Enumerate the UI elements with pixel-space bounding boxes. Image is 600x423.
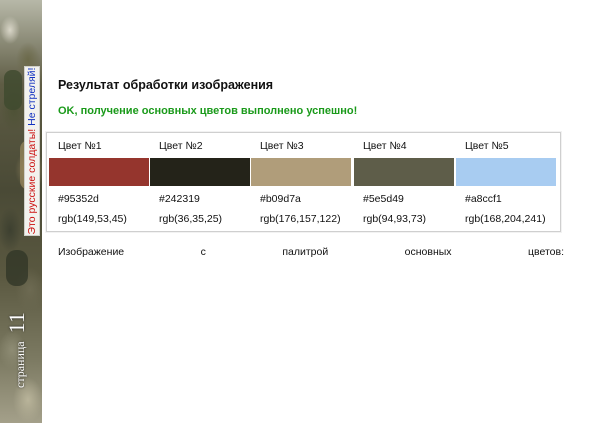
color-rgb: rgb(149,53,45) <box>58 213 127 225</box>
color-label: Цвет №2 <box>159 140 203 152</box>
color-hex: #95352d <box>58 193 99 205</box>
caption-word: цветов: <box>528 246 564 258</box>
caption-word: Изображение <box>58 246 125 258</box>
caption-word: с <box>200 246 206 258</box>
color-swatch <box>150 158 250 186</box>
color-swatch <box>354 158 454 186</box>
color-rgb: rgb(176,157,122) <box>260 213 341 225</box>
status-message: OK, получение основных цветов выполнено … <box>58 105 358 117</box>
page-title: Результат обработки изображения <box>58 78 274 92</box>
color-label: Цвет №4 <box>363 140 407 152</box>
color-swatch <box>49 158 149 186</box>
color-palette-table: Цвет №1 #95352d rgb(149,53,45) Цвет №2 #… <box>46 132 561 232</box>
page-word: страница <box>13 341 27 388</box>
color-label: Цвет №5 <box>465 140 509 152</box>
palette-column-5: Цвет №5 #a8ccf1 rgb(168,204,241) <box>454 133 556 231</box>
page-number: страница 11 <box>4 312 30 388</box>
page-number-value: 11 <box>4 312 29 334</box>
color-rgb: rgb(168,204,241) <box>465 213 546 225</box>
image-caption: Изображение с палитрой основных цветов: <box>58 246 564 258</box>
slogan-part-2: Не стреляй! <box>26 67 38 126</box>
vertical-slogan: Это русские солдаты! Не стреляй! <box>24 66 40 236</box>
side-photo-strip: Это русские солдаты! Не стреляй! страниц… <box>0 0 42 423</box>
color-rgb: rgb(94,93,73) <box>363 213 427 225</box>
caption-word: основных <box>404 246 452 258</box>
color-hex: #242319 <box>159 193 200 205</box>
caption-word: палитрой <box>282 246 329 258</box>
color-swatch <box>456 158 556 186</box>
color-label: Цвет №3 <box>260 140 304 152</box>
color-hex: #5e5d49 <box>363 193 404 205</box>
palette-column-1: Цвет №1 #95352d rgb(149,53,45) <box>47 133 149 231</box>
palette-column-4: Цвет №4 #5e5d49 rgb(94,93,73) <box>352 133 454 231</box>
camouflage-patch <box>4 70 22 110</box>
color-rgb: rgb(36,35,25) <box>159 213 223 225</box>
palette-column-2: Цвет №2 #242319 rgb(36,35,25) <box>148 133 250 231</box>
slogan-part-1: Это русские солдаты! <box>26 128 38 235</box>
color-hex: #b09d7a <box>260 193 301 205</box>
color-label: Цвет №1 <box>58 140 102 152</box>
camouflage-patch <box>6 250 28 286</box>
color-hex: #a8ccf1 <box>465 193 502 205</box>
color-swatch <box>251 158 351 186</box>
palette-column-3: Цвет №3 #b09d7a rgb(176,157,122) <box>249 133 351 231</box>
